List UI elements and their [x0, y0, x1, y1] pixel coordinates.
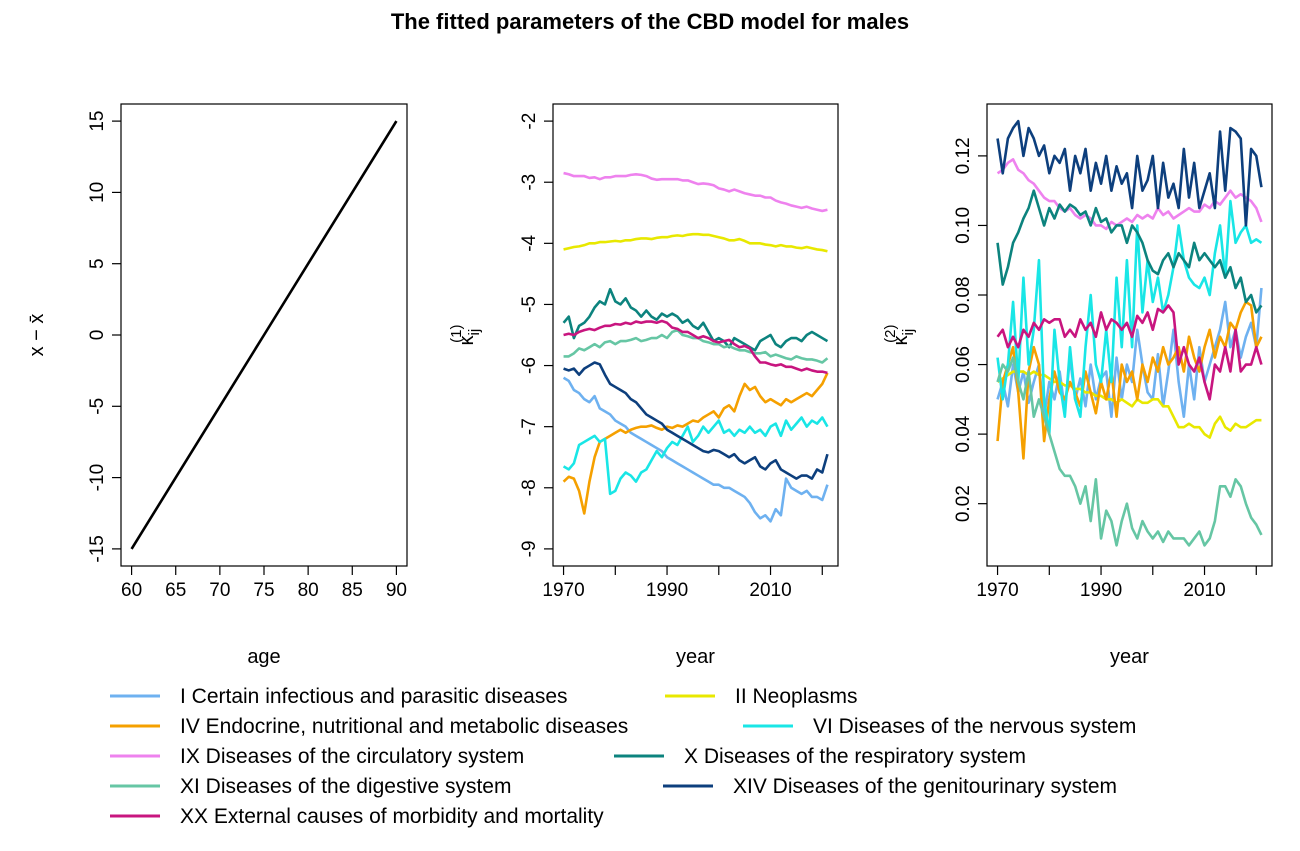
- series-line-2: [562, 372, 829, 515]
- plot-frame: [552, 103, 839, 567]
- legend-label: XIV Diseases of the genitourinary system: [733, 775, 1117, 798]
- legend-label: X Diseases of the respiratory system: [684, 745, 1026, 768]
- panel-middle: 1970 1990 2010 -9 -8 -7 -6 -5 -4 -3 -2 year κij(1): [448, 103, 839, 668]
- series-line-0: [562, 376, 829, 523]
- series-line-2: [996, 300, 1263, 460]
- x-tick-label: 1990: [646, 580, 688, 601]
- x-tick-label: 1970: [976, 580, 1018, 601]
- x-tick-label: 2010: [749, 580, 791, 601]
- x-tick-label: 1990: [1080, 580, 1122, 601]
- legend: I Certain infectious and parasitic disea…: [110, 685, 1136, 828]
- x-tick-label: 85: [342, 580, 363, 601]
- series-line-4: [996, 158, 1263, 231]
- y-tick-label: 0.02: [953, 485, 974, 522]
- y-tick-label: -15: [87, 535, 108, 562]
- x-tick-label: 2010: [1183, 580, 1225, 601]
- y-tick-label: 5: [87, 258, 108, 269]
- y-tick-label: -2: [519, 113, 540, 130]
- x-tick-label: 1970: [542, 580, 584, 601]
- panel-left: 60 65 70 75 80 85 90 -15 -10 -5 0 5 10 15 age x − x̄: [26, 103, 408, 668]
- age-line: [130, 120, 398, 550]
- series-line-3: [996, 199, 1263, 436]
- series-line-8: [563, 319, 828, 375]
- series-line-5: [562, 287, 829, 352]
- legend-label: II Neoplasms: [735, 685, 858, 708]
- legend-label: IV Endocrine, nutritional and metabolic …: [180, 715, 628, 738]
- legend-label: XI Diseases of the digestive system: [180, 775, 511, 798]
- series-line-6: [563, 328, 829, 364]
- y-tick-label: 0.08: [953, 277, 974, 314]
- y-label-sub: ij: [466, 329, 483, 336]
- y-tick-label: -4: [519, 234, 540, 251]
- series-line-1: [563, 232, 828, 253]
- y-label-sub: ij: [900, 329, 917, 336]
- y-tick-label: -6: [519, 357, 540, 374]
- x-tick-label: 75: [253, 580, 274, 601]
- x-tick-label: 80: [298, 580, 319, 601]
- y-tick-label: -5: [519, 296, 540, 313]
- y-label-base: κ: [456, 335, 478, 346]
- series-line-3: [562, 416, 829, 496]
- panel-right: 1970 1990 2010 0.02 0.04 0.06 0.08 0.10 0.12 year…: [882, 103, 1273, 668]
- y-axis-label: κij(2): [882, 324, 917, 345]
- plot-frame: [986, 103, 1273, 567]
- x-axis-label: year: [676, 646, 715, 668]
- x-tick-label: 90: [386, 580, 407, 601]
- series-line-4: [563, 171, 828, 213]
- series-line-7: [996, 119, 1263, 227]
- figure-title: The fitted parameters of the CBD model f…: [391, 9, 909, 34]
- y-tick-label: -3: [519, 174, 540, 191]
- y-tick-label: 0.10: [953, 207, 974, 244]
- y-tick-label: -9: [519, 540, 540, 557]
- x-axis-label: year: [1110, 646, 1149, 668]
- series-line-8: [996, 304, 1263, 401]
- x-axis-label: age: [247, 646, 280, 668]
- y-tick-label: -10: [87, 464, 108, 491]
- series-line-7: [563, 361, 829, 480]
- series-line-1: [996, 370, 1262, 439]
- y-axis-label: κij(1): [448, 324, 483, 345]
- y-tick-label: -5: [87, 398, 108, 415]
- y-label-base: κ: [890, 335, 912, 346]
- x-tick-label: 70: [209, 580, 230, 601]
- y-tick-label: 0.12: [953, 137, 974, 174]
- series-line-6: [996, 356, 1263, 547]
- series-line-5: [996, 189, 1263, 314]
- legend-label: VI Diseases of the nervous system: [813, 715, 1136, 738]
- y-tick-label: -7: [519, 418, 540, 435]
- y-tick-label: 15: [87, 111, 108, 132]
- y-label-sup: (2): [882, 324, 899, 342]
- y-tick-label: 0.06: [953, 346, 974, 383]
- y-label-sup: (1): [448, 324, 465, 342]
- x-tick-label: 60: [121, 580, 142, 601]
- x-tick-label: 65: [165, 580, 186, 601]
- y-tick-label: 10: [87, 182, 108, 203]
- legend-label: I Certain infectious and parasitic disea…: [180, 685, 568, 708]
- y-tick-label: 0: [87, 330, 108, 341]
- y-tick-label: -8: [519, 479, 540, 496]
- legend-label: XX External causes of morbidity and mort…: [180, 805, 604, 828]
- y-axis-label: x − x̄: [26, 314, 48, 357]
- y-tick-label: 0.04: [953, 415, 974, 452]
- legend-label: IX Diseases of the circulatory system: [180, 745, 524, 768]
